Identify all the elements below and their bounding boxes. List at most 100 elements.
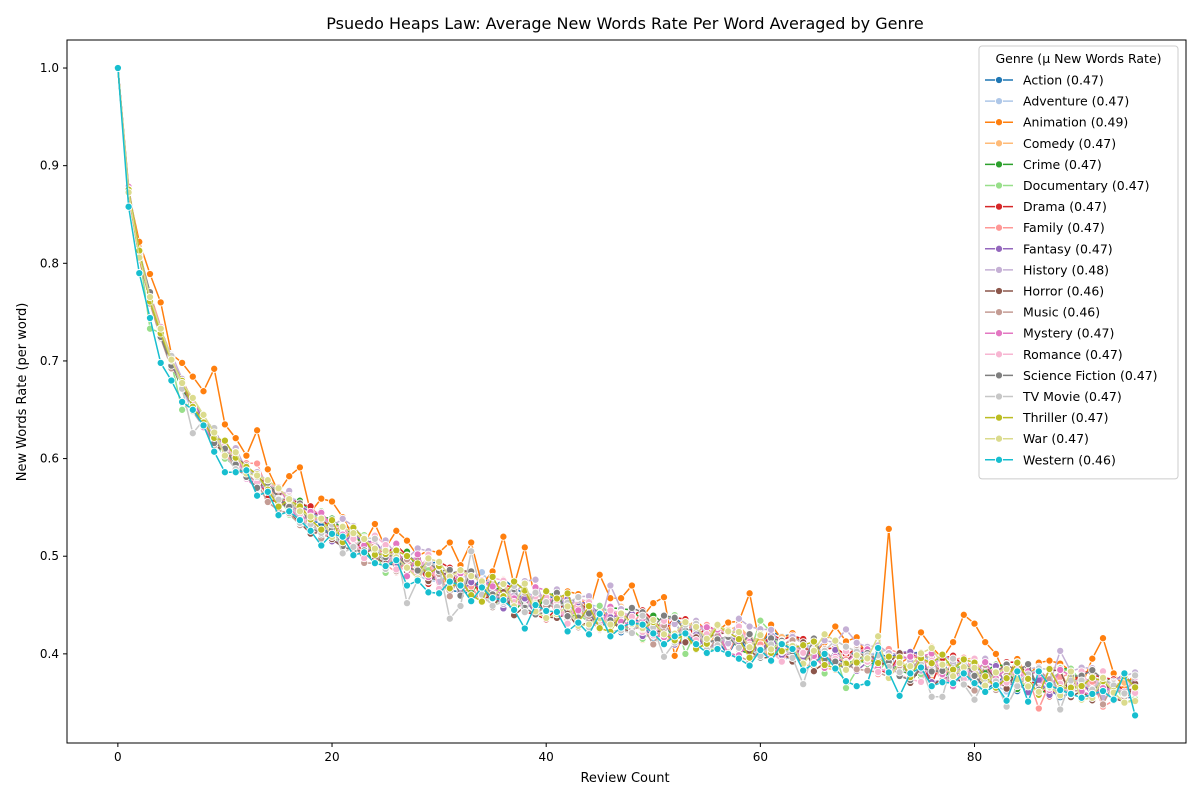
- data-point: [145, 313, 155, 323]
- data-point: [285, 472, 294, 481]
- y-tick-label: 0.6: [40, 452, 59, 466]
- data-point: [370, 544, 379, 553]
- data-point: [156, 298, 165, 307]
- data-point: [831, 622, 840, 631]
- legend-entry: Documentary (0.47): [985, 178, 1150, 193]
- data-point: [477, 597, 486, 606]
- data-point: [595, 609, 604, 618]
- data-point: [156, 324, 165, 333]
- data-point: [317, 541, 326, 550]
- data-point: [627, 603, 636, 612]
- data-point: [435, 589, 444, 598]
- data-point: [981, 658, 990, 667]
- data-point: [874, 643, 883, 653]
- data-point: [263, 476, 272, 485]
- data-point: [906, 669, 915, 678]
- data-point: [831, 636, 840, 645]
- data-point: [499, 596, 508, 605]
- data-point: [959, 669, 968, 678]
- data-point: [734, 627, 743, 637]
- data-point: [253, 426, 262, 435]
- data-point: [467, 538, 476, 547]
- data-point: [317, 514, 326, 523]
- data-point: [231, 468, 240, 477]
- legend: Genre (μ New Words Rate) Action (0.47) Adv…: [978, 45, 1179, 480]
- data-point: [745, 661, 754, 670]
- x-tick-label: 60: [753, 750, 768, 764]
- legend-label: Drama (0.47): [1023, 199, 1107, 214]
- data-point: [767, 625, 776, 634]
- data-point: [702, 648, 711, 657]
- data-point: [242, 466, 251, 475]
- data-point: [1131, 671, 1140, 680]
- data-point: [456, 566, 465, 575]
- data-point: [809, 637, 818, 646]
- data-point: [306, 526, 315, 535]
- data-point: [799, 680, 808, 689]
- data-point: [606, 581, 615, 590]
- data-point: [370, 559, 379, 568]
- legend-label: History (0.48): [1023, 262, 1109, 277]
- data-point: [874, 667, 883, 676]
- data-point: [681, 629, 690, 638]
- data-point: [467, 597, 476, 606]
- data-point: [220, 420, 229, 429]
- data-point: [552, 607, 561, 616]
- legend-entry: Science Fiction (0.47): [985, 368, 1158, 383]
- legend-swatch-marker: [994, 118, 1004, 127]
- data-point: [938, 692, 947, 701]
- data-point: [220, 451, 229, 460]
- data-point: [1056, 665, 1065, 674]
- data-point: [777, 640, 786, 649]
- legend-swatch-marker: [994, 181, 1004, 190]
- data-point: [1034, 667, 1043, 676]
- data-point: [413, 550, 422, 559]
- data-point: [1013, 658, 1022, 667]
- data-point: [135, 269, 144, 278]
- data-point: [488, 601, 497, 610]
- data-point: [424, 554, 433, 563]
- data-point: [145, 269, 155, 279]
- data-point: [799, 648, 808, 657]
- data-point: [659, 611, 669, 620]
- data-point: [402, 563, 412, 572]
- data-point: [1045, 664, 1054, 674]
- data-point: [724, 649, 733, 658]
- legend-entry: Comedy (0.47): [985, 136, 1116, 151]
- data-point: [413, 559, 422, 568]
- data-point: [156, 358, 165, 367]
- data-point: [916, 628, 926, 637]
- data-point: [263, 465, 272, 474]
- data-point: [188, 429, 197, 438]
- data-point: [402, 536, 412, 545]
- x-tick-label: 20: [324, 750, 339, 764]
- data-point: [542, 606, 551, 615]
- data-point: [1131, 683, 1140, 692]
- data-point: [970, 619, 979, 628]
- data-point: [295, 516, 304, 525]
- data-point: [895, 691, 904, 700]
- data-point: [1109, 695, 1118, 704]
- legend-label: Comedy (0.47): [1023, 136, 1116, 151]
- legend-swatch-marker: [994, 244, 1004, 253]
- data-point: [402, 599, 412, 608]
- data-point: [617, 609, 626, 618]
- data-point: [1088, 689, 1097, 698]
- data-point: [124, 188, 133, 197]
- legend-entry: Animation (0.49): [985, 115, 1128, 130]
- legend-entry: Drama (0.47): [985, 199, 1107, 214]
- data-point: [488, 594, 497, 603]
- data-point: [295, 507, 304, 516]
- data-point: [360, 548, 369, 557]
- data-point: [231, 434, 240, 443]
- data-point: [199, 410, 208, 419]
- data-point: [370, 519, 379, 529]
- data-point: [959, 680, 968, 689]
- data-point: [574, 593, 583, 602]
- data-point: [659, 630, 669, 639]
- data-point: [274, 484, 283, 493]
- legend-label: Thriller (0.47): [1022, 410, 1109, 425]
- data-point: [981, 638, 990, 647]
- data-point: [659, 640, 669, 649]
